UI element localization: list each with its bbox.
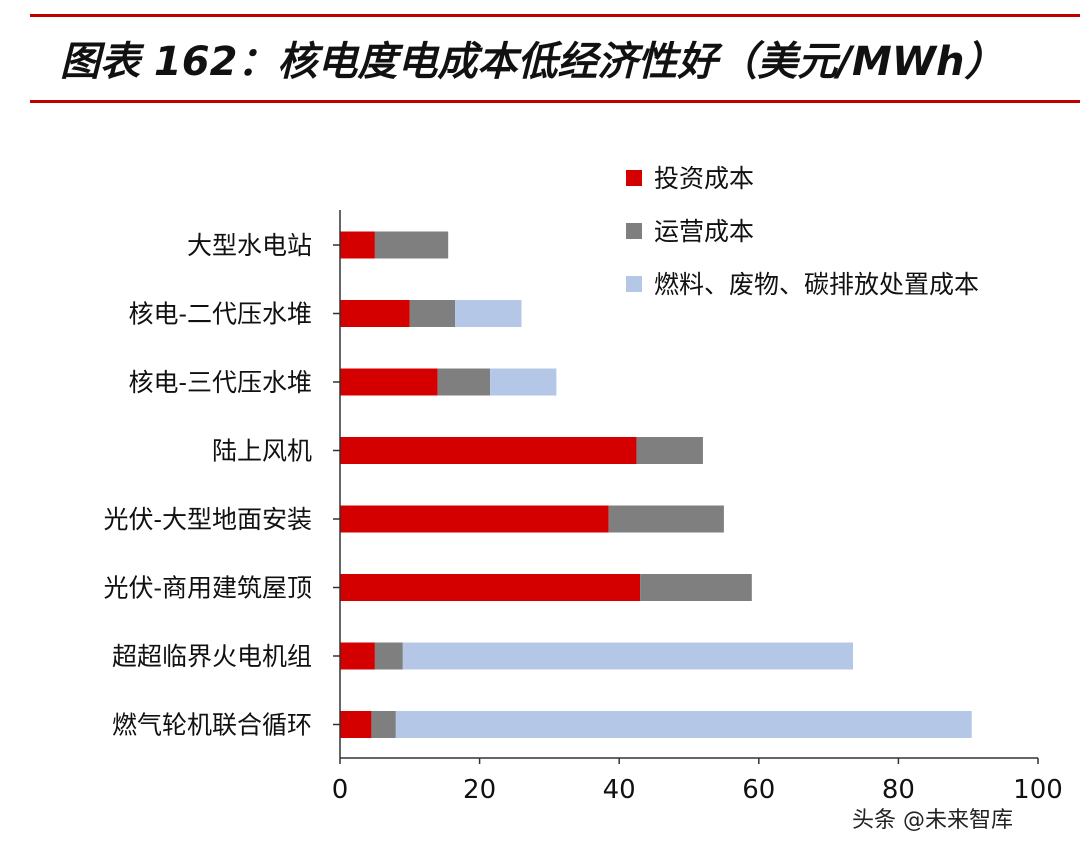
bar-segment-2-6 [640,574,752,601]
bar-segment-3-3 [490,368,557,396]
legend-label-1: 投资成本 [654,164,754,193]
x-tick-label: 60 [742,775,775,805]
legend-label-3: 燃料、废物、碳排放处置成本 [654,270,979,299]
bar-segment-2-2 [409,300,456,327]
bar-segment-1-4 [340,437,637,464]
legend-swatch-1 [626,170,642,186]
bar-segment-1-5 [340,505,609,533]
category-label: 光伏-商用建筑屋顶 [104,574,312,603]
cost-chart: 大型水电站核电-二代压水堆核电-三代压水堆陆上风机光伏-大型地面安装光伏-商用建… [104,164,1063,805]
bar-segment-1-7 [340,642,375,670]
bar-segment-2-1 [374,231,449,259]
category-label: 燃气轮机联合循环 [112,711,312,740]
x-tick-label: 80 [882,775,915,805]
x-tick-label: 20 [463,775,496,805]
bar-segment-2-8 [371,711,396,738]
category-label: 光伏-大型地面安装 [104,505,312,534]
bar-segment-1-3 [340,368,438,396]
bars-layer [340,231,972,738]
category-label: 陆上风机 [212,437,312,466]
legend-label-2: 运营成本 [654,217,754,246]
x-tick-label: 0 [332,775,349,805]
bar-segment-1-6 [340,574,641,601]
title-top-rule [30,14,1080,17]
bar-segment-1-1 [340,231,375,259]
axes-layer: 大型水电站核电-二代压水堆核电-三代压水堆陆上风机光伏-大型地面安装光伏-商用建… [104,210,1063,805]
bar-segment-3-7 [402,642,854,670]
bar-segment-2-3 [437,368,491,396]
category-label: 大型水电站 [187,231,312,260]
bar-segment-2-7 [374,642,403,670]
legend-swatch-3 [626,276,642,292]
bar-segment-2-4 [636,437,703,464]
x-tick-label: 40 [603,775,636,805]
figure-title: 图表 162：核电度电成本低经济性好（美元/MWh） [60,39,1005,85]
title-bottom-rule [30,100,1080,103]
bar-segment-3-2 [455,300,522,327]
bar-segment-3-8 [395,711,972,738]
bar-segment-1-2 [340,300,410,327]
category-label: 核电-二代压水堆 [129,300,312,329]
watermark: 头条 @未来智库 [852,808,1013,833]
bar-segment-1-8 [340,711,372,738]
x-tick-label: 100 [1013,775,1063,805]
legend-swatch-2 [626,223,642,239]
category-label: 核电-三代压水堆 [129,368,312,397]
category-label: 超超临界火电机组 [112,642,312,671]
bar-segment-2-5 [608,505,724,533]
